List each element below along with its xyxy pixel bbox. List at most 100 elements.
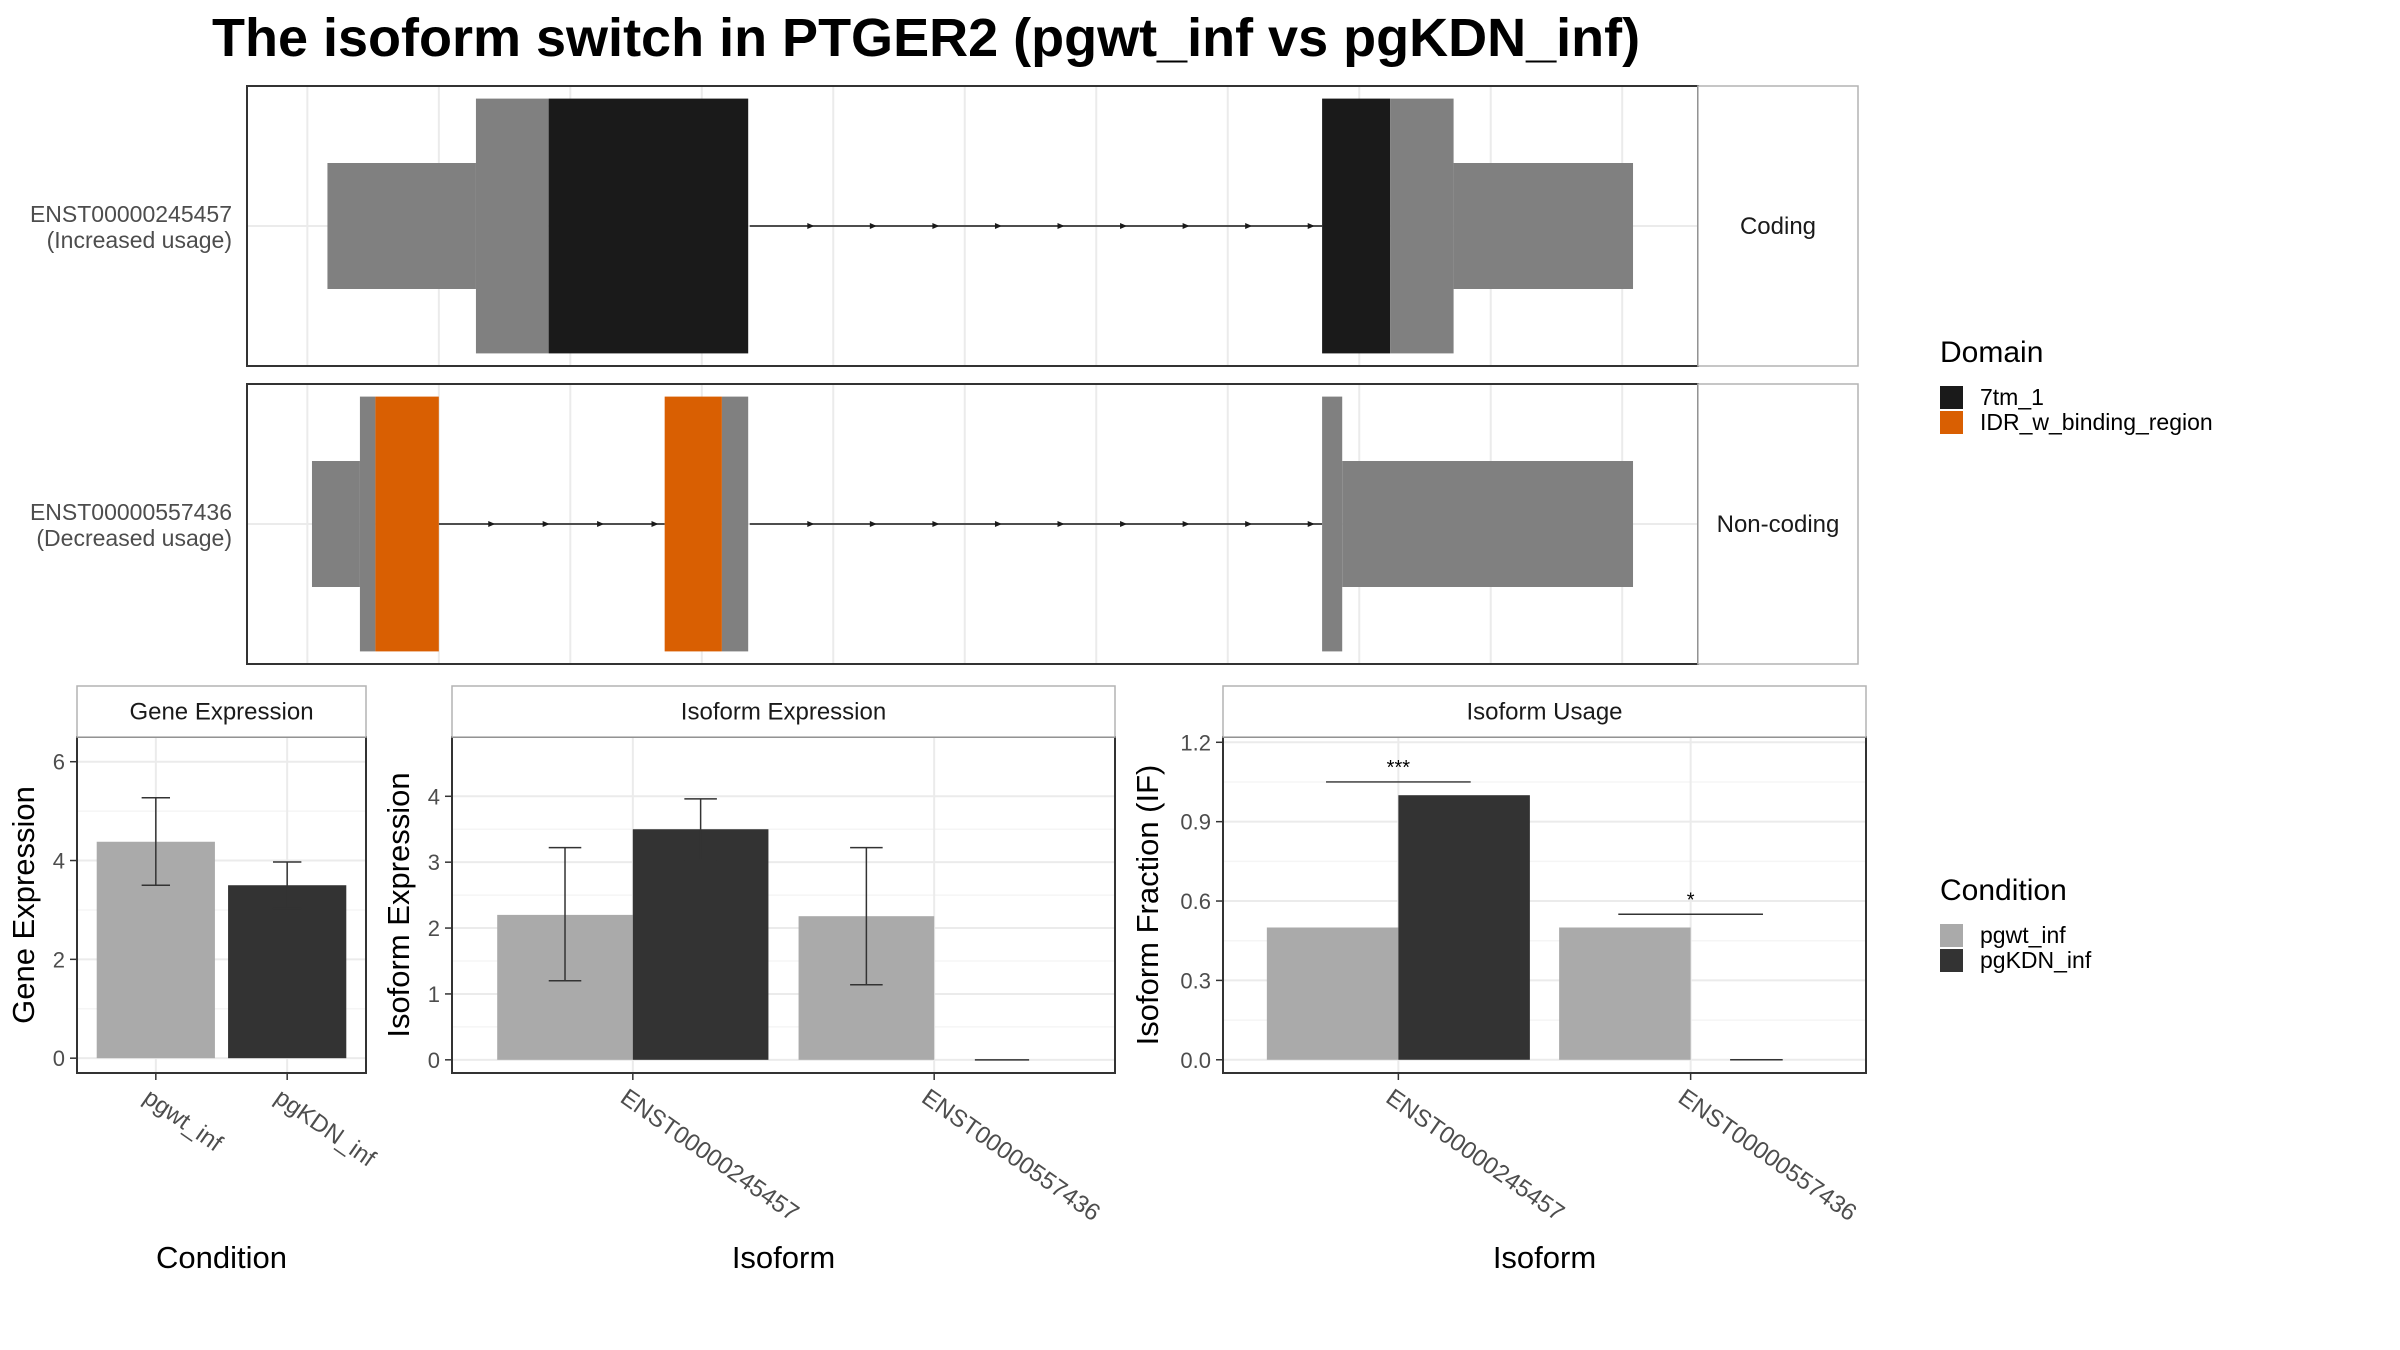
x-tick-label: pgKDN_inf <box>270 1084 381 1173</box>
isoform-usage-label: (Increased usage) <box>47 227 232 253</box>
exon-block <box>311 461 360 587</box>
panel-strip <box>1222 685 1867 738</box>
intron-arrow <box>1057 521 1065 527</box>
domain-block <box>664 396 722 652</box>
exon-block <box>327 163 476 289</box>
expression-panels: Gene Expression 0 2 4 6 pgwt_inf pgKDN_inf Cond… <box>6 685 1867 1275</box>
bar <box>1559 927 1691 1060</box>
intron-arrow <box>1307 521 1315 527</box>
x-axis-title: Isoform <box>1493 1240 1596 1275</box>
y-tick-label: 0.6 <box>1180 889 1211 914</box>
intron-arrow <box>994 223 1002 229</box>
y-axis-title: Isoform Expression <box>381 772 416 1037</box>
intron-arrow <box>488 521 496 527</box>
bar <box>1266 927 1399 1060</box>
intron-arrow <box>1245 223 1253 229</box>
domain-block <box>375 396 439 652</box>
y-tick-label: 3 <box>428 850 440 875</box>
significance-label: *** <box>1387 757 1411 779</box>
facet-label: Coding <box>1740 213 1816 240</box>
intron-arrow <box>932 223 940 229</box>
x-tick-label: ENST00000557436 <box>917 1084 1105 1227</box>
y-tick-label: 0.0 <box>1180 1048 1211 1073</box>
intron-arrow <box>542 521 550 527</box>
bar <box>228 885 347 1059</box>
exon-block <box>1453 163 1634 289</box>
x-axis-title: Isoform <box>732 1240 835 1275</box>
bar <box>1398 795 1530 1060</box>
x-tick-label: pgwt_inf <box>138 1084 227 1158</box>
exon-block <box>359 396 376 652</box>
facet-strip <box>1697 383 1859 665</box>
y-tick-label: 4 <box>53 849 65 874</box>
legend-swatch <box>1940 949 1963 972</box>
legend-swatch <box>1940 924 1963 947</box>
y-tick-label: 6 <box>53 750 65 775</box>
y-axis-title: Gene Expression <box>6 786 41 1024</box>
intron-arrow <box>807 521 815 527</box>
panel-strip <box>76 685 367 738</box>
intron-arrow <box>1182 521 1190 527</box>
isoform-id-label: ENST00000245457 <box>30 201 232 227</box>
y-tick-label: 4 <box>428 784 440 809</box>
intron-arrow <box>994 521 1002 527</box>
transcript-structure-plot: Coding ENST00000245457(Increased usage) No… <box>30 85 1859 665</box>
exon-block <box>1322 396 1343 652</box>
exon-block <box>475 98 549 354</box>
bar <box>632 829 769 1060</box>
panel-strip <box>451 685 1116 738</box>
y-tick-label: 0.3 <box>1180 968 1211 993</box>
intron-arrow <box>1120 521 1128 527</box>
intron-arrow <box>869 521 877 527</box>
intron-arrow <box>1307 223 1315 229</box>
y-tick-label: 1 <box>428 982 440 1007</box>
y-tick-label: 1.2 <box>1180 730 1211 755</box>
intron-arrow <box>1182 223 1190 229</box>
x-tick-label: ENST00000557436 <box>1673 1084 1861 1227</box>
intron-arrow <box>1057 223 1065 229</box>
isoform-usage-label: (Decreased usage) <box>36 525 232 551</box>
y-tick-label: 0.9 <box>1180 810 1211 835</box>
panel-title: Isoform Usage <box>1466 699 1622 726</box>
isoform-id-label: ENST00000557436 <box>30 499 232 525</box>
legend-title: Domain <box>1940 336 2043 369</box>
x-tick-label: ENST00000245457 <box>1381 1084 1569 1227</box>
figure-title: The isoform switch in PTGER2 (pgwt_inf v… <box>212 8 1640 68</box>
chart-panel: Gene Expression 0 2 4 6 pgwt_inf pgKDN_inf Cond… <box>6 685 381 1275</box>
intron-arrow <box>597 521 605 527</box>
domain-block <box>1322 98 1391 354</box>
facet-label: Non-coding <box>1717 511 1840 538</box>
legend-label: IDR_w_binding_region <box>1980 409 2213 435</box>
y-tick-label: 2 <box>428 916 440 941</box>
legend-label: pgKDN_inf <box>1980 947 2092 973</box>
panel-title: Gene Expression <box>129 699 313 726</box>
exon-block <box>1342 461 1634 587</box>
legend-label: pgwt_inf <box>1980 922 2066 948</box>
intron-arrow <box>1120 223 1128 229</box>
exon-block <box>1390 98 1454 354</box>
facet-strip <box>1697 85 1859 367</box>
exon-block <box>721 396 749 652</box>
y-tick-label: 0 <box>428 1048 440 1073</box>
intron-arrow <box>651 521 659 527</box>
domain-block <box>548 98 749 354</box>
intron-arrow <box>932 521 940 527</box>
legend-swatch <box>1940 386 1963 409</box>
panel-title: Isoform Expression <box>681 699 886 726</box>
legend-swatch <box>1940 411 1963 434</box>
legend-title: Condition <box>1940 874 2067 907</box>
intron-arrow <box>807 223 815 229</box>
y-tick-label: 2 <box>53 947 65 972</box>
x-tick-label: ENST00000245457 <box>615 1084 803 1227</box>
intron-arrow <box>1245 521 1253 527</box>
x-axis-title: Condition <box>156 1240 287 1275</box>
legend-label: 7tm_1 <box>1980 384 2044 410</box>
significance-label: * <box>1687 889 1695 911</box>
intron-arrow <box>869 223 877 229</box>
y-axis-title: Isoform Fraction (IF) <box>1130 765 1165 1046</box>
y-tick-label: 0 <box>53 1046 65 1071</box>
chart-panel: ****Isoform Usage0.00.30.60.91.2ENST0000… <box>1130 685 1867 1275</box>
